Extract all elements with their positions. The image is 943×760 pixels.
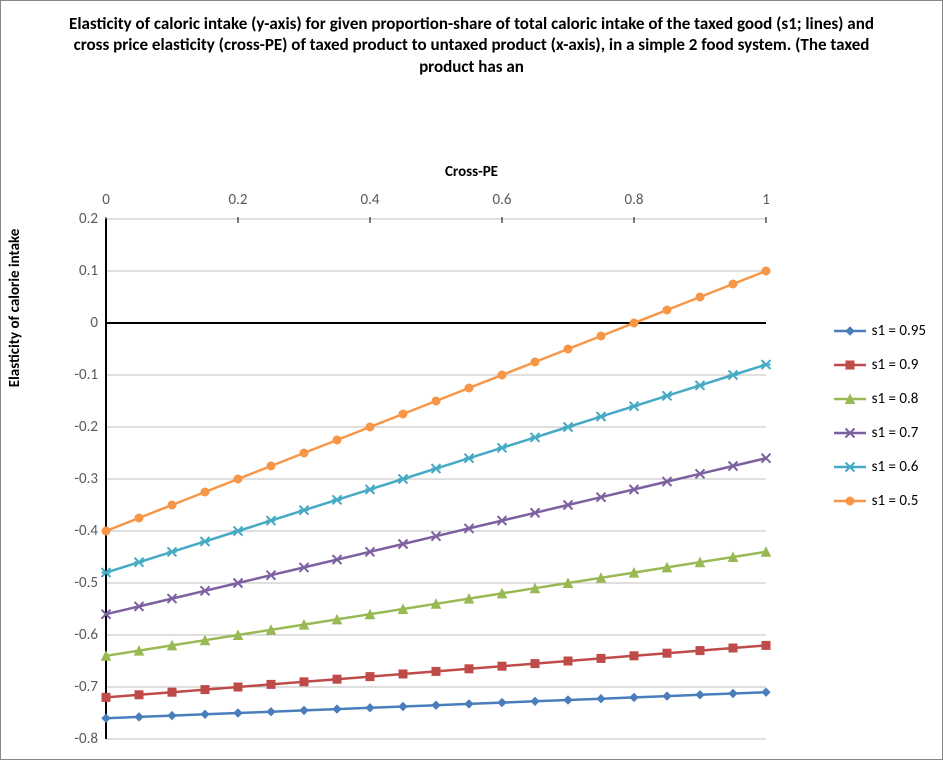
x-tick-label: 0.8 [625, 191, 644, 209]
legend-swatch [834, 457, 866, 477]
x-tick-label: 1 [762, 191, 770, 209]
chart-title: Elasticity of caloric intake (y-axis) fo… [51, 13, 892, 77]
legend-item: s1 = 0.95 [834, 321, 926, 341]
legend-label: s1 = 0.8 [872, 390, 919, 408]
y-tick-label: 0.1 [62, 262, 98, 280]
legend: s1 = 0.95 s1 = 0.9 s1 = 0.8 s1 = 0.7 s1 = 0.… [834, 321, 926, 525]
x-tick-label: 0.6 [493, 191, 512, 209]
legend-label: s1 = 0.7 [872, 424, 919, 442]
legend-item: s1 = 0.9 [834, 355, 926, 375]
y-tick-label: -0.3 [62, 470, 98, 488]
legend-item: s1 = 0.5 [834, 491, 926, 511]
legend-label: s1 = 0.5 [872, 492, 919, 510]
x-tick-label: 0.2 [229, 191, 248, 209]
x-tick-label: 0 [102, 191, 110, 209]
y-axis-title: Elasticity of calorie intake [6, 229, 24, 388]
x-tick-label: 0.4 [361, 191, 380, 209]
x-axis-title: Cross-PE [1, 163, 942, 181]
legend-item: s1 = 0.6 [834, 457, 926, 477]
y-tick-label: -0.6 [62, 626, 98, 644]
legend-item: s1 = 0.8 [834, 389, 926, 409]
legend-item: s1 = 0.7 [834, 423, 926, 443]
legend-swatch [834, 423, 866, 443]
y-tick-label: 0.2 [62, 210, 98, 228]
legend-label: s1 = 0.6 [872, 458, 919, 476]
y-tick-label: -0.1 [62, 366, 98, 384]
legend-label: s1 = 0.9 [872, 356, 919, 374]
y-tick-label: -0.4 [62, 522, 98, 540]
y-tick-label: -0.7 [62, 678, 98, 696]
legend-swatch [834, 355, 866, 375]
legend-swatch [834, 389, 866, 409]
y-tick-label: 0 [62, 314, 98, 332]
y-tick-label: -0.2 [62, 418, 98, 436]
chart-container: Elasticity of caloric intake (y-axis) fo… [0, 0, 943, 760]
legend-label: s1 = 0.95 [872, 322, 926, 340]
y-tick-label: -0.5 [62, 574, 98, 592]
legend-swatch [834, 491, 866, 511]
legend-swatch [834, 321, 866, 341]
plot-svg [106, 219, 766, 739]
plot-area [106, 219, 766, 739]
y-tick-label: -0.8 [62, 730, 98, 748]
